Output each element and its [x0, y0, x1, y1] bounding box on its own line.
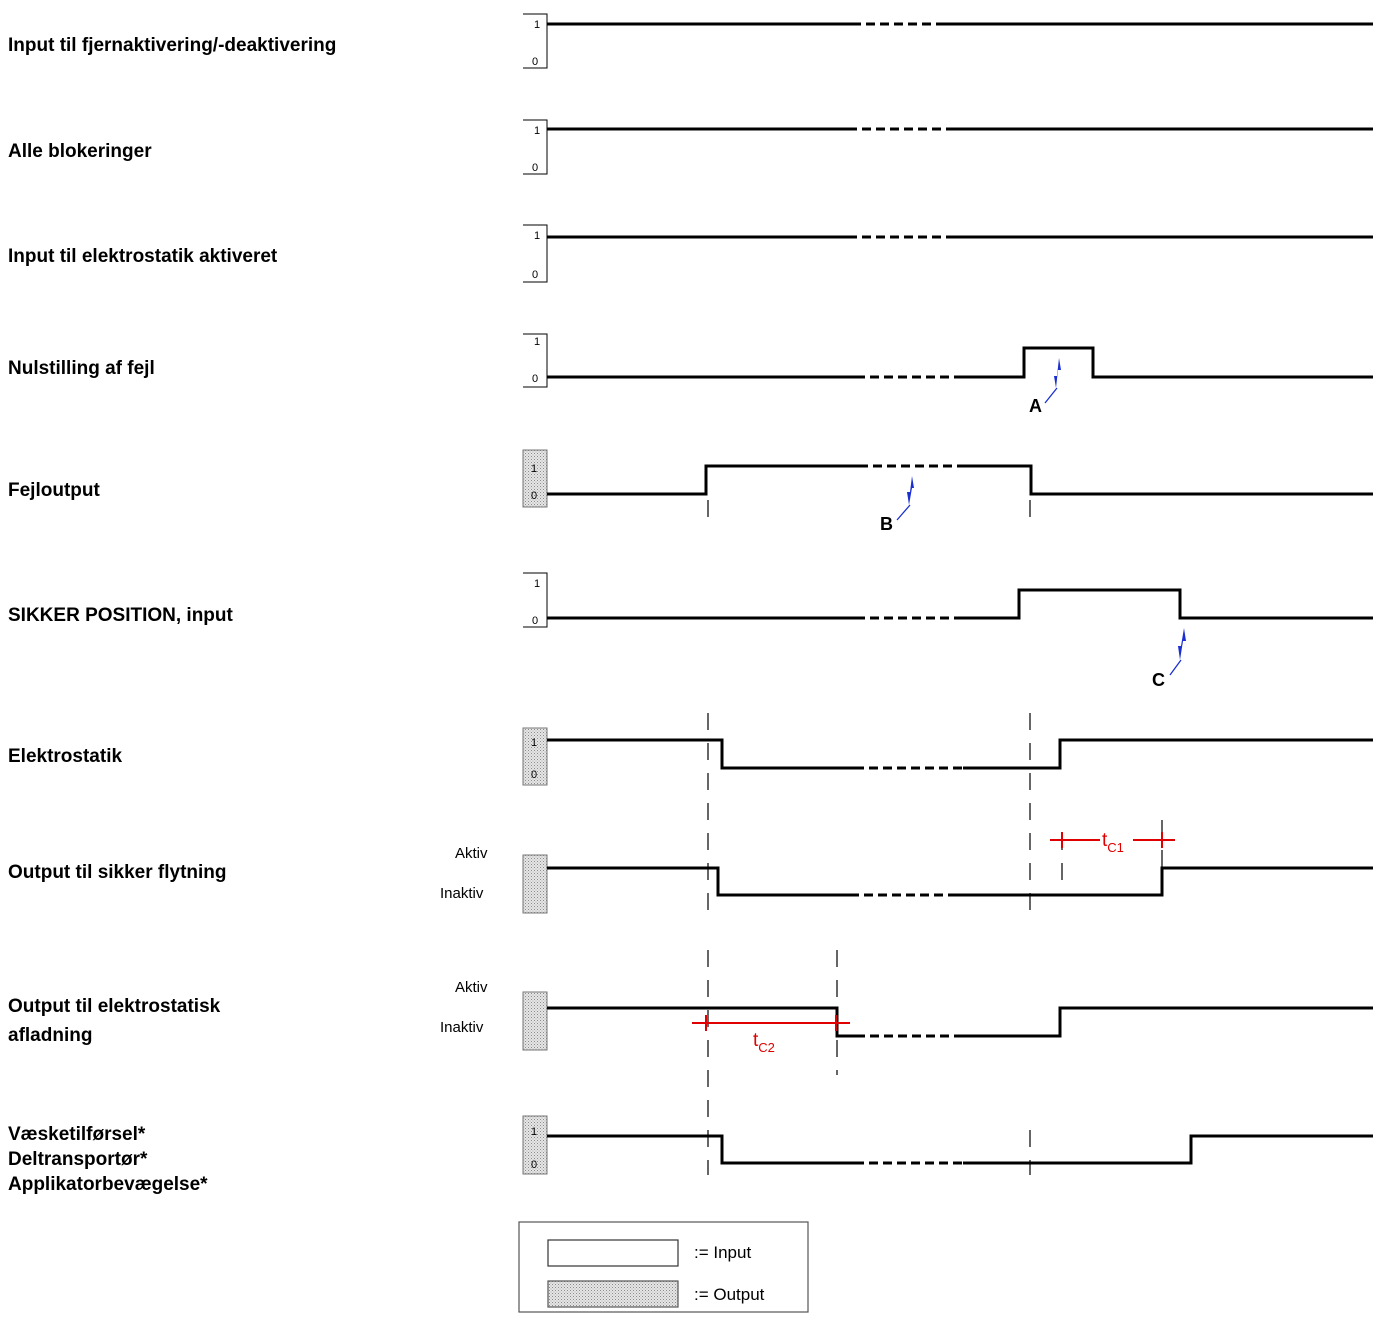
signal-label-safe-position: SIKKER POSITION, input — [8, 605, 234, 626]
signal-label-interlocks: Alle blokeringer — [8, 141, 152, 162]
signal-label-fault-reset: Nulstilling af fejl — [8, 358, 155, 379]
output-box-fluid: 1 0 — [522, 1115, 548, 1175]
marker-a: A — [1029, 396, 1042, 416]
legend-output-label: := Output — [694, 1285, 765, 1304]
tick-high-fluid: 1 — [531, 1126, 537, 1138]
signal-label-es-discharge-line2: afladning — [8, 1025, 92, 1046]
marker-c: C — [1152, 670, 1165, 690]
waveform-electrostatics — [547, 738, 1373, 770]
signal-label-es-discharge-line1: Output til elektrostatisk — [8, 996, 221, 1017]
bracket-es-enable: 1 0 — [523, 224, 548, 283]
callout-c: C — [1152, 628, 1186, 690]
timing-tc2-label: tC2 — [753, 1030, 775, 1055]
signal-label-safe-move: Output til sikker flytning — [8, 862, 227, 883]
tick-high-interlocks: 1 — [534, 125, 540, 137]
tick-high-electrostatics: 1 — [531, 737, 537, 749]
waveform-es-discharge — [547, 1006, 1373, 1038]
timing-tc1-label: tC1 — [1102, 830, 1124, 855]
tick-high-remote: 1 — [534, 19, 540, 31]
tick-low-remote: 0 — [532, 56, 538, 68]
tick-low-electrostatics: 0 — [531, 769, 537, 781]
output-box-es-discharge — [522, 991, 548, 1051]
callout-a: A — [1029, 358, 1061, 416]
tick-low-fault-output: 0 — [531, 490, 537, 502]
waveform-fault-reset — [547, 346, 1373, 379]
tick-low-safe-position: 0 — [532, 615, 538, 627]
tick-high-fault-reset: 1 — [534, 336, 540, 348]
waveform-fluid — [547, 1134, 1373, 1165]
output-box-safe-move — [522, 854, 548, 914]
signal-label-fluid-line1: Væsketilførsel* — [8, 1124, 146, 1145]
legend-output-swatch — [547, 1280, 679, 1308]
timing-tc2: tC2 — [692, 1015, 850, 1055]
tick-high-es-enable: 1 — [534, 230, 540, 242]
legend-input-label: := Input — [694, 1243, 751, 1262]
bracket-fault-reset: 1 0 — [523, 333, 548, 388]
output-box-fault-output: 1 0 — [522, 449, 548, 508]
bracket-remote: 1 0 — [523, 13, 548, 69]
bracket-interlocks: 1 0 — [523, 119, 548, 175]
signal-label-fluid-line3: Applikatorbevægelse* — [8, 1174, 208, 1195]
level-low-safe-move: Inaktiv — [440, 885, 484, 902]
level-high-es-discharge: Aktiv — [455, 979, 488, 996]
waveform-safe-position — [547, 588, 1373, 620]
level-low-es-discharge: Inaktiv — [440, 1019, 484, 1036]
callout-b: B — [880, 476, 914, 534]
tick-low-fault-reset: 0 — [532, 373, 538, 385]
legend-input-swatch — [547, 1239, 679, 1267]
bracket-safe-position: 1 0 — [523, 572, 548, 628]
tick-high-safe-position: 1 — [534, 578, 540, 590]
signal-label-electrostatics: Elektrostatik — [8, 746, 122, 767]
tick-low-es-enable: 0 — [532, 269, 538, 281]
signal-label-remote: Input til fjernaktivering/-deaktivering — [8, 35, 336, 56]
tick-low-fluid: 0 — [531, 1159, 537, 1171]
waveform-fault-output — [547, 464, 1373, 496]
waveform-safe-move — [547, 866, 1373, 897]
signal-label-es-enable: Input til elektrostatik aktiveret — [8, 246, 278, 267]
output-box-electrostatics: 1 0 — [522, 727, 548, 786]
marker-b: B — [880, 514, 893, 534]
signal-label-fluid-line2: Deltransportør* — [8, 1149, 148, 1170]
level-high-safe-move: Aktiv — [455, 845, 488, 862]
timing-tc1: tC1 — [1050, 830, 1175, 855]
legend: := Input := Output — [518, 1221, 809, 1313]
tick-high-fault-output: 1 — [531, 463, 537, 475]
signal-label-fault-output: Fejloutput — [8, 480, 100, 501]
tick-low-interlocks: 0 — [532, 162, 538, 174]
